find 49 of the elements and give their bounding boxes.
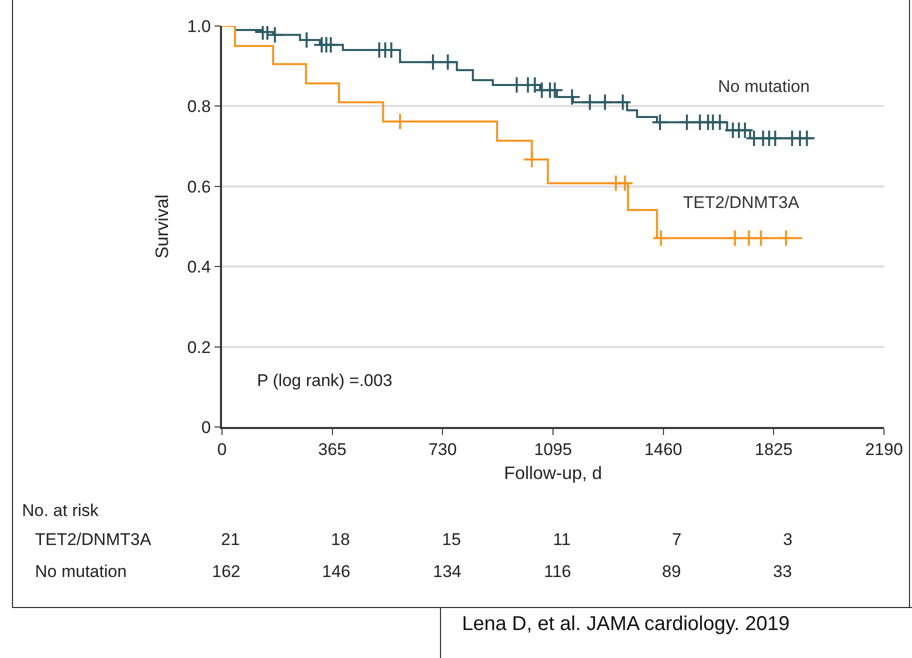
text: 11 — [553, 530, 571, 549]
x-tick-label: 0 — [217, 440, 227, 460]
text: 33 — [773, 562, 792, 581]
x-tick-label: 730 — [428, 440, 457, 460]
point — [581, 93, 599, 111]
y-tick-label: 0.6 — [187, 177, 211, 196]
text: 3 — [783, 530, 792, 549]
point — [546, 81, 564, 99]
point — [616, 174, 634, 192]
point — [766, 130, 784, 147]
point — [614, 93, 632, 111]
x-axis-title: Follow-up, d — [504, 462, 602, 483]
x-tick-label: 1460 — [644, 440, 682, 460]
point — [777, 229, 795, 247]
annotation: P (log rank) =.003 — [257, 371, 392, 390]
point — [322, 36, 340, 54]
series-label: TET2/DNMT3A — [683, 193, 800, 212]
text: 162 — [212, 562, 240, 581]
x-tick-label: 2190 — [865, 440, 903, 460]
text: 15 — [442, 530, 461, 549]
text: 146 — [322, 562, 350, 581]
x-tick-label: 365 — [318, 440, 347, 460]
x-tick-label: 1095 — [534, 440, 572, 460]
text: 7 — [672, 530, 682, 549]
text: Lena D, et al. JAMA cardiology. 2019 — [462, 613, 790, 635]
y-tick-label: 0.2 — [187, 338, 211, 357]
y-axis-title: Survival — [152, 194, 172, 259]
text: 134 — [433, 562, 462, 581]
y-tick-label: 0.4 — [187, 258, 211, 277]
text: 116 — [544, 562, 572, 581]
point — [439, 53, 457, 71]
point — [752, 229, 770, 247]
text: 21 — [221, 530, 240, 549]
point — [596, 93, 614, 111]
y-tick-label: 0.8 — [187, 97, 211, 116]
point — [266, 26, 284, 44]
point — [652, 229, 670, 247]
point — [726, 229, 744, 247]
point — [424, 53, 442, 71]
x-tick-label: 1825 — [754, 440, 793, 460]
text: TET2/DNMT3A — [35, 530, 152, 549]
text: 89 — [662, 562, 681, 581]
point — [651, 114, 669, 131]
series-label: No mutation — [718, 77, 810, 96]
y-tick-label: 1.0 — [187, 16, 211, 36]
text: 18 — [331, 530, 350, 549]
y-tick-label: 0 — [201, 418, 211, 437]
text: No. at risk — [22, 501, 100, 520]
text: No mutation — [35, 562, 127, 581]
